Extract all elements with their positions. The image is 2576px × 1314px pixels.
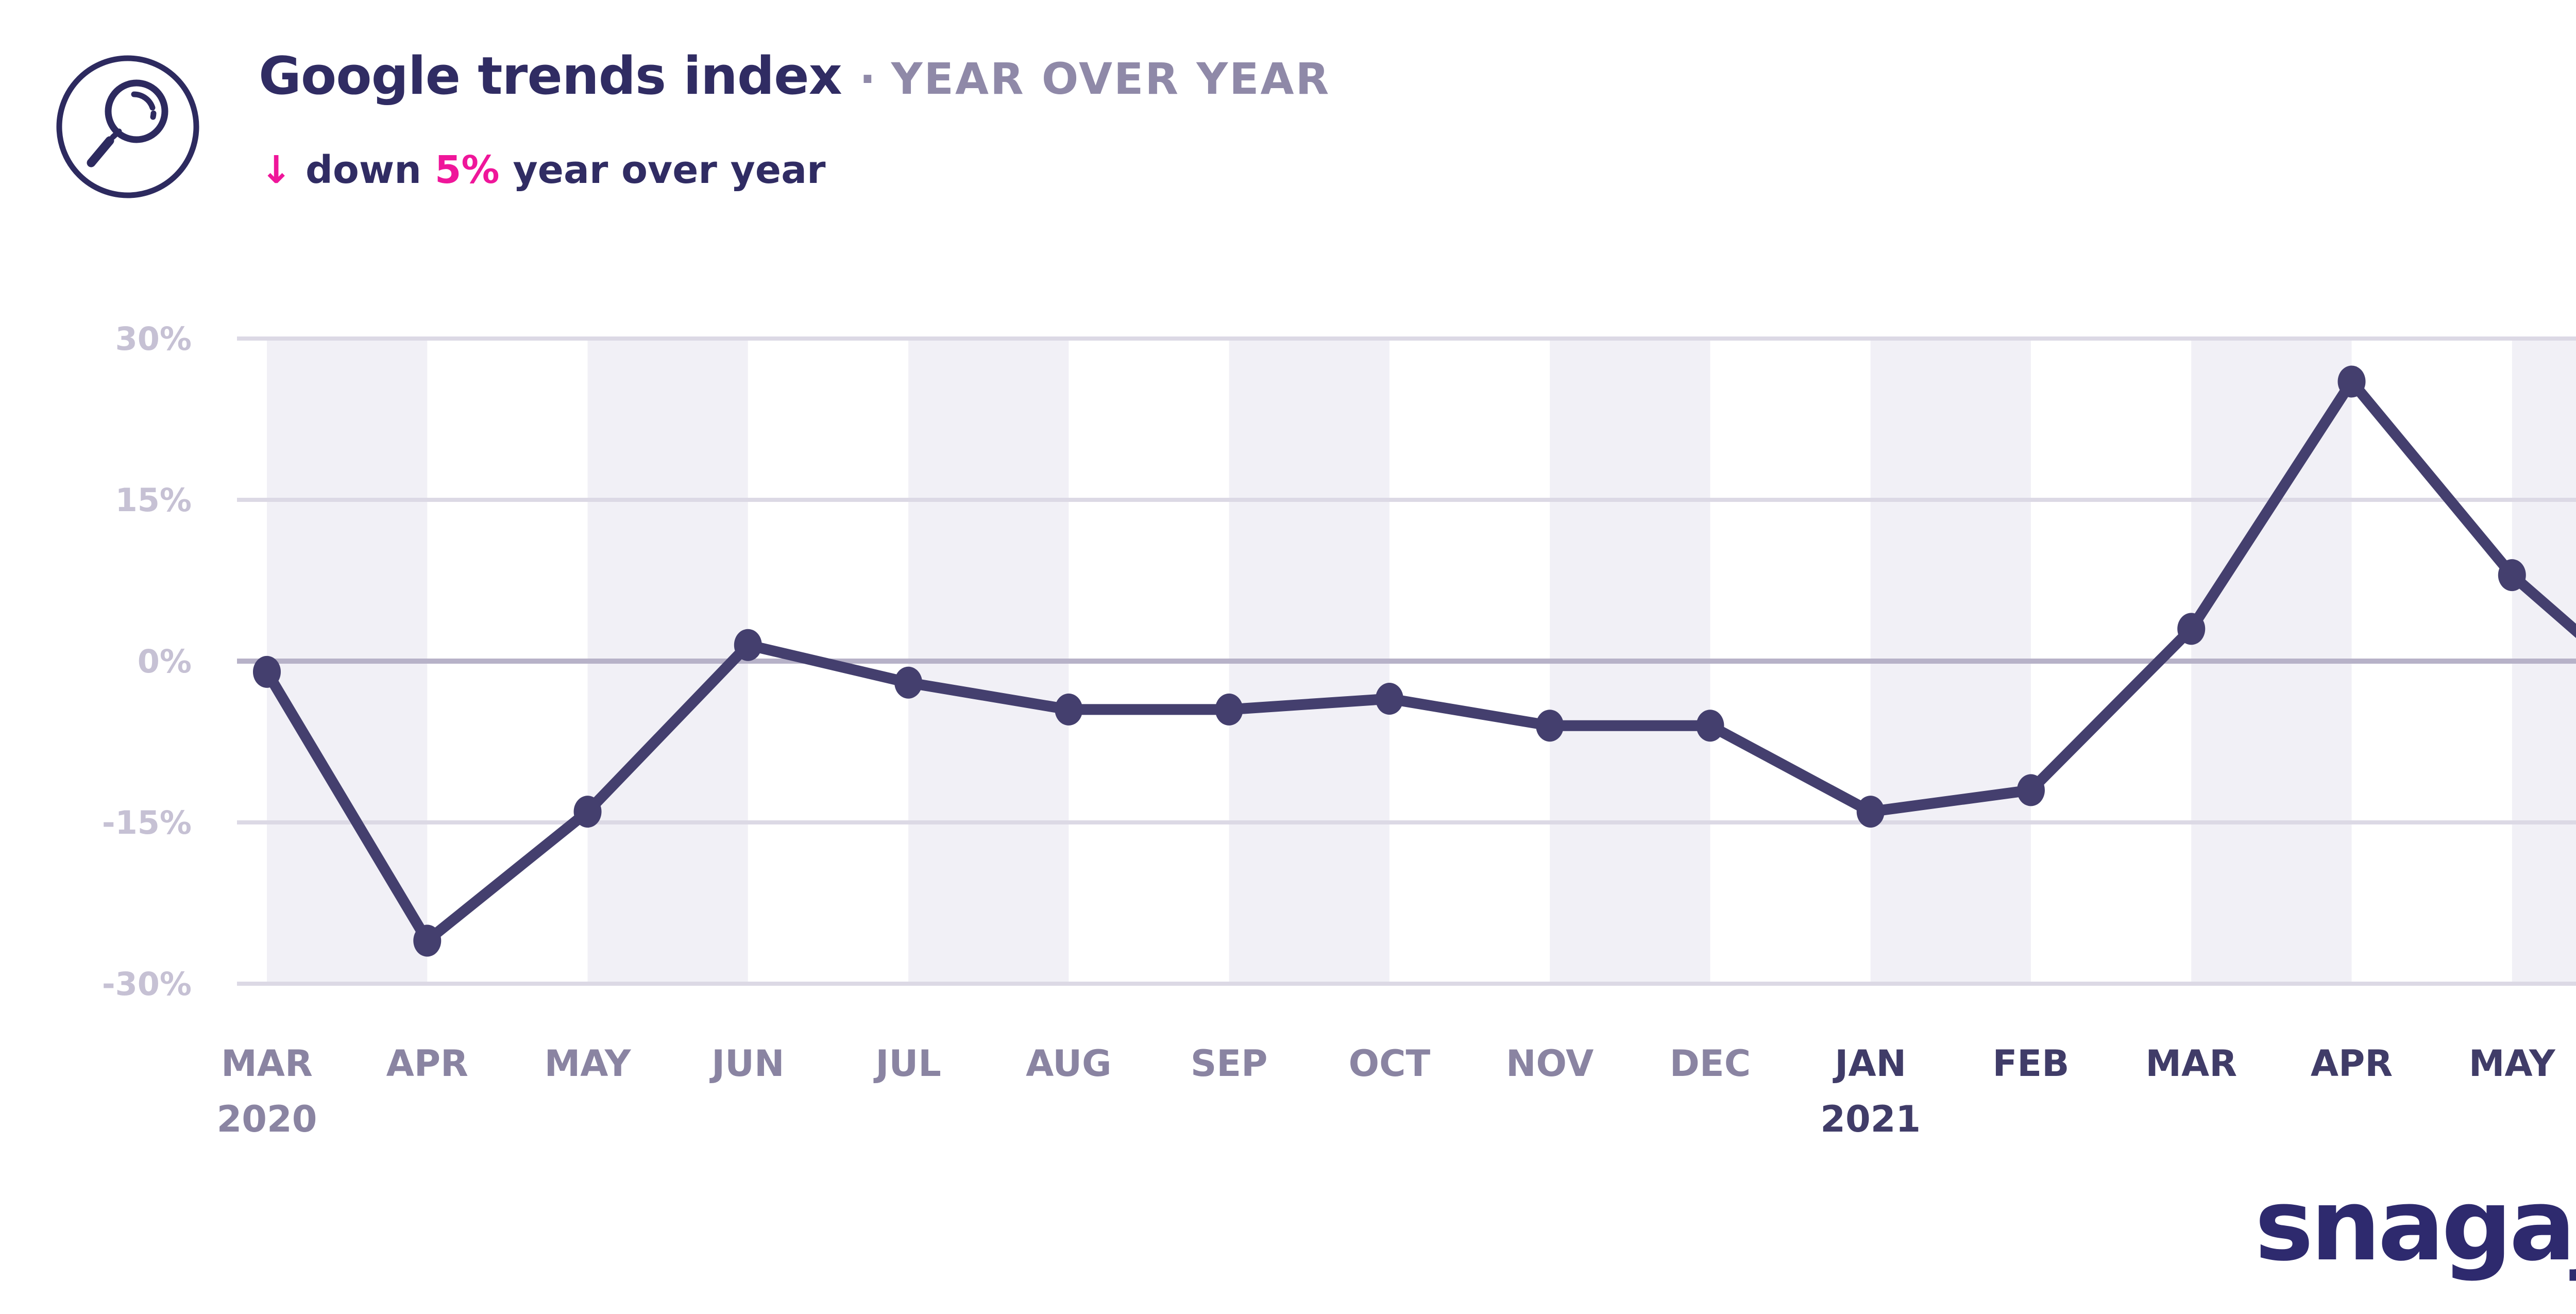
x-axis-month-label: JAN (1833, 1042, 1906, 1085)
x-axis-month-label: JUN (709, 1042, 784, 1085)
x-axis-month-label: JUL (873, 1042, 941, 1085)
magnifier-handle (87, 136, 114, 167)
y-axis-tick-label: 0% (138, 643, 192, 680)
trend-word-down: down (306, 148, 421, 192)
icon-outer-circle (56, 55, 199, 198)
magnifier-circle-icon (56, 55, 199, 198)
y-axis-tick-label: 15% (115, 481, 192, 519)
x-axis-year-label: 2021 (1820, 1098, 1921, 1140)
x-axis-month-label: MAY (545, 1042, 632, 1085)
x-axis-month-label: APR (2311, 1042, 2393, 1085)
trend-callout: ↓ down 5% year over year (260, 148, 826, 192)
down-arrow-icon: ↓ (260, 148, 293, 192)
title-separator-dot: · (859, 54, 876, 104)
header-title-row: Google trends index · YEAR OVER YEAR (259, 45, 1330, 106)
x-axis-month-label: MAR (221, 1042, 313, 1085)
x-axis-year-label: 2020 (217, 1098, 317, 1140)
data-point-may-2 (573, 796, 602, 828)
data-point-feb-11 (2016, 774, 2045, 806)
y-axis-tick-label: -30% (102, 965, 192, 1003)
data-point-mar-0 (253, 655, 281, 688)
x-axis-month-label: AUG (1026, 1042, 1111, 1085)
data-point-apr-1 (413, 924, 442, 957)
x-axis-month-label: MAY (2469, 1042, 2556, 1085)
data-point-oct-7 (1375, 683, 1403, 715)
data-point-jan-10 (1856, 796, 1885, 828)
data-point-apr-13 (2337, 365, 2366, 398)
trend-value: 5% (434, 148, 500, 192)
logo-text: snagajob (2255, 1168, 2576, 1283)
data-point-jun-3 (734, 629, 762, 661)
lens-glare-dot (150, 110, 157, 120)
data-point-jul-4 (894, 666, 923, 699)
x-axis-month-label: MAR (2145, 1042, 2237, 1085)
snagajob-logo: snagajob® (0, 1176, 2576, 1275)
x-axis-month-label: NOV (1506, 1042, 1594, 1085)
data-point-aug-5 (1055, 693, 1083, 726)
data-point-mar-12 (2177, 613, 2206, 645)
x-axis-month-label: APR (386, 1042, 468, 1085)
title-subtitle-tag: YEAR OVER YEAR (891, 54, 1331, 104)
data-point-sep-6 (1215, 693, 1243, 726)
x-axis-month-label: OCT (1349, 1042, 1431, 1085)
lens-glare-arc (131, 91, 156, 111)
magnifier-lens (105, 79, 168, 143)
data-point-dec-9 (1696, 710, 1724, 742)
x-axis-month-label: SEP (1191, 1042, 1268, 1085)
y-axis-tick-label: 30% (115, 320, 192, 358)
x-axis-month-label: FEB (1992, 1042, 2069, 1085)
magnifier-neck (110, 128, 122, 140)
data-point-nov-8 (1536, 710, 1564, 742)
data-point-may-14 (2498, 559, 2526, 592)
page-title: Google trends index (259, 45, 842, 106)
trend-line (261, 376, 2576, 947)
x-axis-month-label: DEC (1670, 1042, 1751, 1085)
y-axis-tick-label: -15% (102, 804, 192, 841)
trend-suffix: year over year (513, 148, 826, 192)
